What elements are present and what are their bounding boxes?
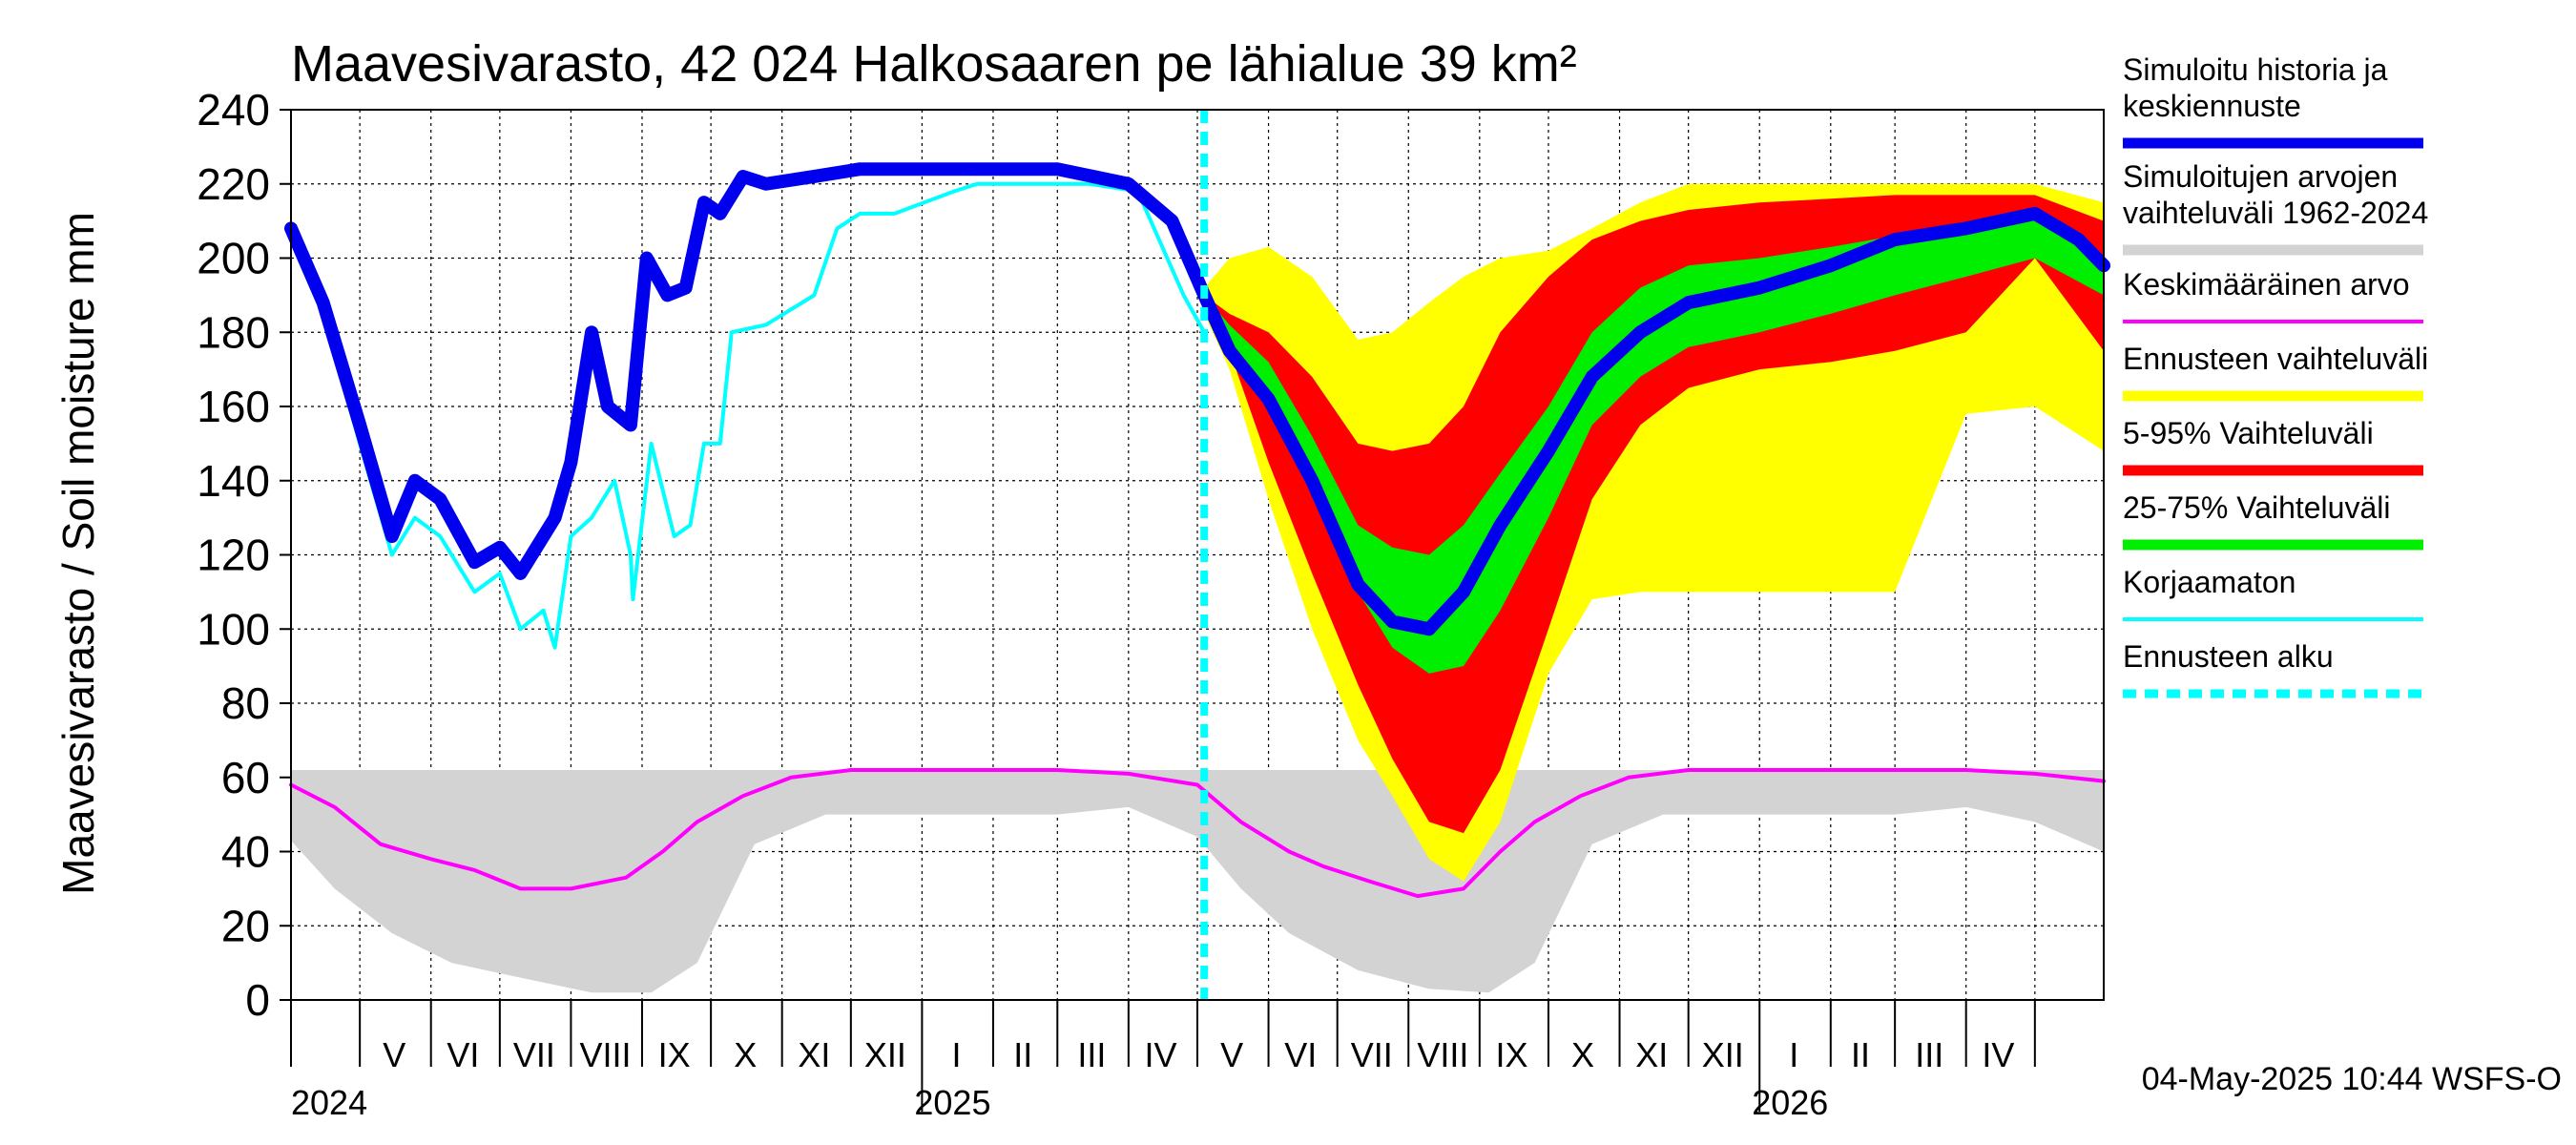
legend-item-ennusteen-vaihteluv-li: Ennusteen vaihteluväli bbox=[2123, 342, 2428, 402]
y-tick-label: 20 bbox=[221, 901, 270, 950]
legend-label: Ennusteen alku bbox=[2123, 639, 2334, 674]
y-tick-label: 0 bbox=[245, 975, 270, 1025]
x-year-label: 2024 bbox=[291, 1083, 367, 1122]
legend-label: 25-75% Vaihteluväli bbox=[2123, 490, 2390, 525]
x-month-label: X bbox=[734, 1035, 757, 1074]
x-month-label: XII bbox=[864, 1035, 906, 1074]
x-month-label: VII bbox=[1351, 1035, 1393, 1074]
y-tick-label: 200 bbox=[197, 234, 270, 283]
y-tick-label: 100 bbox=[197, 604, 270, 654]
x-month-label: VI bbox=[447, 1035, 479, 1074]
legend-label: Korjaamaton bbox=[2123, 565, 2296, 599]
legend-label: Simuloitu historia ja bbox=[2123, 52, 2388, 87]
line-korjaamaton bbox=[289, 181, 1207, 650]
legend-label: 5-95% Vaihteluväli bbox=[2123, 416, 2374, 450]
y-tick-label: 60 bbox=[221, 753, 270, 802]
x-month-label: III bbox=[1915, 1035, 1943, 1074]
y-tick-label: 140 bbox=[197, 456, 270, 506]
x-month-label: II bbox=[1013, 1035, 1032, 1074]
y-tick-label: 80 bbox=[221, 678, 270, 728]
legend-item-25-75-vaihteluv-li: 25-75% Vaihteluväli bbox=[2123, 490, 2423, 551]
legend-item-5-95-vaihteluv-li: 5-95% Vaihteluväli bbox=[2123, 416, 2423, 476]
y-tick-label: 160 bbox=[197, 382, 270, 431]
x-month-label: IV bbox=[1145, 1035, 1177, 1074]
x-month-label: III bbox=[1077, 1035, 1106, 1074]
y-tick-label: 240 bbox=[197, 85, 270, 135]
y-tick-label: 180 bbox=[197, 307, 270, 357]
x-month-label: I bbox=[951, 1035, 961, 1074]
y-axis-label: Maavesivarasto / Soil moisture mm bbox=[53, 212, 103, 895]
line-simuloitu-historia-ja-keskiennuste bbox=[284, 162, 2110, 636]
x-month-label: VII bbox=[513, 1035, 555, 1074]
x-month-label: V bbox=[1220, 1035, 1243, 1074]
x-month-label: IX bbox=[1495, 1035, 1527, 1074]
line-keskim-r-inen-arvo bbox=[289, 767, 2106, 899]
x-month-label: X bbox=[1571, 1035, 1594, 1074]
chart-title: Maavesivarasto, 42 024 Halkosaaren pe lä… bbox=[291, 35, 1577, 93]
y-tick-label: 220 bbox=[197, 159, 270, 209]
legend: Simuloitu historia jakeskiennusteSimuloi… bbox=[2123, 52, 2428, 698]
legend-item-keskim-r-inen-arvo: Keskimääräinen arvo bbox=[2123, 267, 2423, 323]
x-month-label: I bbox=[1789, 1035, 1798, 1074]
legend-item-ennusteen-alku: Ennusteen alku bbox=[2123, 639, 2423, 698]
y-tick-label: 40 bbox=[221, 827, 270, 877]
x-month-label: IV bbox=[1982, 1035, 2014, 1074]
chart-footer-timestamp: 04-May-2025 10:44 WSFS-O bbox=[2142, 1061, 2562, 1097]
y-tick-label: 120 bbox=[197, 531, 270, 580]
x-month-label: VIII bbox=[579, 1035, 631, 1074]
legend-label: Simuloitujen arvojen bbox=[2123, 159, 2398, 194]
legend-label: Ennusteen vaihteluväli bbox=[2123, 342, 2428, 376]
x-year-label: 2026 bbox=[1752, 1083, 1828, 1122]
legend-item-korjaamaton: Korjaamaton bbox=[2123, 565, 2423, 621]
band-25-75-vaihteluv-li bbox=[1204, 213, 2104, 674]
x-month-label: VI bbox=[1284, 1035, 1317, 1074]
x-month-label: V bbox=[383, 1035, 405, 1074]
x-month-label: XI bbox=[798, 1035, 830, 1074]
legend-label: keskiennuste bbox=[2123, 89, 2301, 123]
x-month-label: VIII bbox=[1417, 1035, 1468, 1074]
x-month-label: XII bbox=[1702, 1035, 1744, 1074]
legend-label: Keskimääräinen arvo bbox=[2123, 267, 2410, 302]
x-month-label: XI bbox=[1635, 1035, 1668, 1074]
legend-label: vaihteluväli 1962-2024 bbox=[2123, 196, 2428, 230]
x-year-label: 2025 bbox=[914, 1083, 990, 1122]
x-month-label: IX bbox=[658, 1035, 691, 1074]
x-month-label: II bbox=[1851, 1035, 1870, 1074]
band-simuloitujen-arvojen-vaihteluv-li-1962-2024 bbox=[291, 769, 2104, 993]
